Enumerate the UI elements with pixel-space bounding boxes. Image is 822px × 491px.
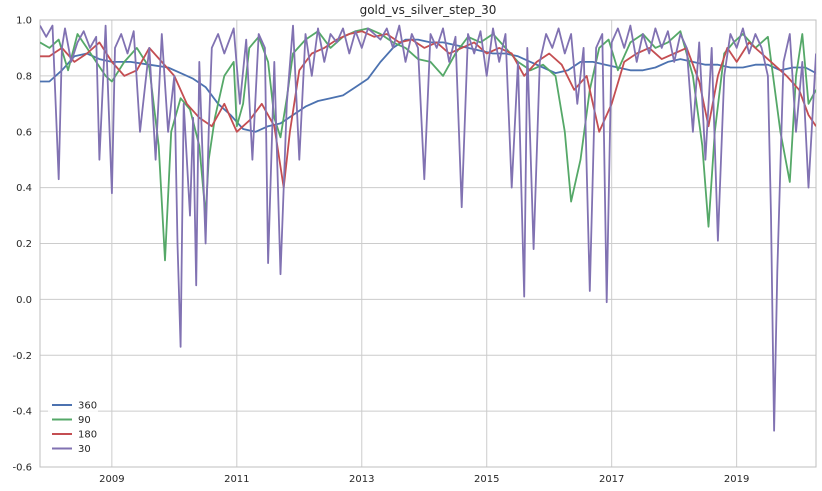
x-tick-label: 2017 [599, 474, 624, 485]
chart-title: gold_vs_silver_step_30 [360, 3, 497, 17]
x-tick-label: 2013 [349, 474, 374, 485]
y-tick-label: -0.2 [12, 351, 32, 362]
legend-label-30: 30 [78, 444, 91, 455]
y-tick-label: 0.4 [16, 183, 32, 194]
y-tick-label: 0.6 [16, 127, 32, 138]
legend-label-90: 90 [78, 415, 91, 426]
y-tick-label: 1.0 [16, 16, 32, 27]
x-tick-label: 2009 [99, 474, 124, 485]
legend-label-360: 360 [78, 401, 97, 412]
y-tick-label: -0.4 [12, 407, 32, 418]
y-tick-label: 0.0 [16, 295, 32, 306]
y-tick-label: 0.8 [16, 71, 32, 82]
x-tick-label: 2019 [724, 474, 749, 485]
x-tick-label: 2015 [474, 474, 499, 485]
legend: 360 90 180 30 [48, 395, 98, 459]
plot-frame [39, 19, 817, 468]
series-line-90 [40, 27, 816, 262]
y-tick-label: -0.6 [12, 463, 32, 474]
x-tick-label: 2011 [224, 474, 249, 485]
series-line-30 [40, 24, 816, 432]
y-tick-label: 0.2 [16, 239, 32, 250]
series-lines [40, 24, 816, 432]
legend-label-180: 180 [78, 430, 97, 441]
tick-labels: -0.6 -0.4 -0.2 0.0 0.2 0.4 0.6 0.8 1.0 2009 2011 20… [12, 16, 749, 486]
